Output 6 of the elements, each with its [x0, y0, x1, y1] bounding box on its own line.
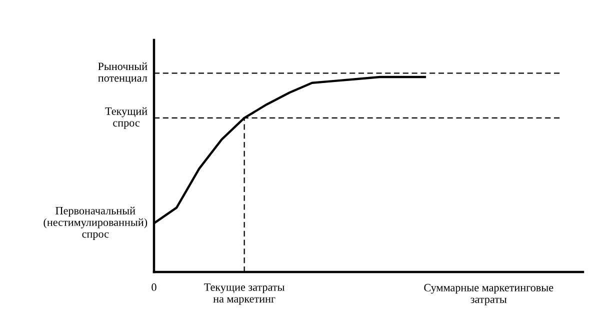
x-axis-title: Суммарные маркетинговые затраты — [424, 284, 554, 306]
x-tick-label: 0 — [152, 283, 156, 291]
ref-line-label: Текущий спрос — [105, 107, 148, 129]
x-tick-label: Текущие затраты на маркетинг — [204, 284, 284, 305]
ref-line-label: Рыночный потенциал — [98, 62, 148, 84]
annotation: Первоначальный (нестимулированный) спрос — [44, 206, 148, 240]
